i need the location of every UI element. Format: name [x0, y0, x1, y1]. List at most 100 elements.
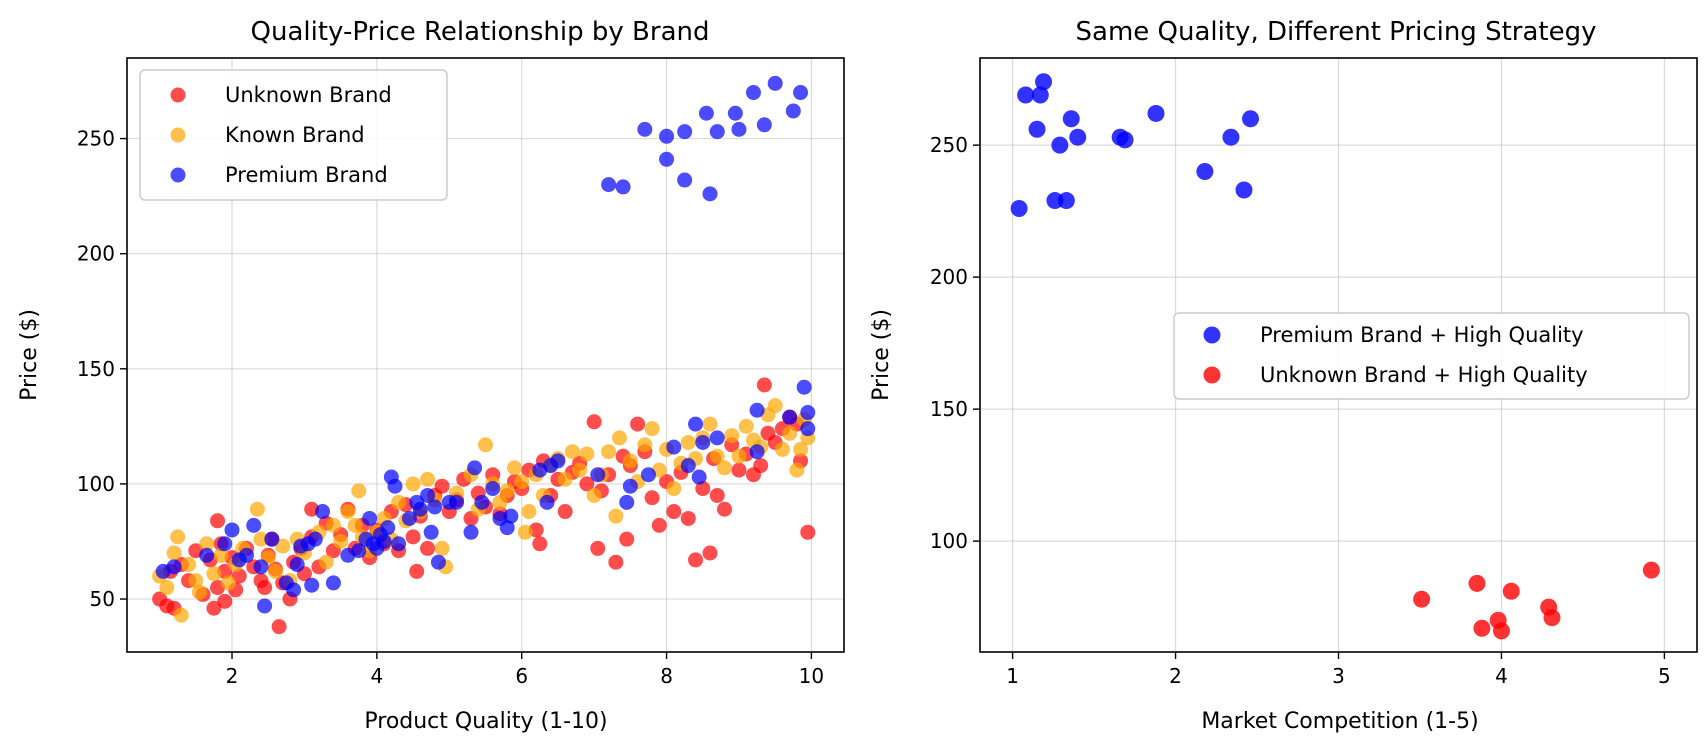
data-point [579, 446, 595, 462]
data-point [659, 151, 675, 167]
data-point [677, 124, 693, 140]
legend-label-unknown-high-quality: Unknown Brand + High Quality [1260, 363, 1588, 387]
data-point [1222, 128, 1240, 146]
y-tick-label: 100 [77, 472, 115, 496]
data-point [315, 504, 331, 520]
data-point [1543, 609, 1561, 627]
y-axis-ticks: 100 150 200 250 [930, 133, 980, 553]
data-point [677, 172, 693, 188]
data-point [474, 494, 490, 510]
y-tick-label: 200 [930, 265, 968, 289]
x-tick-label: 6 [515, 664, 528, 688]
data-point [517, 524, 533, 540]
data-point [1492, 622, 1510, 640]
data-point [188, 573, 204, 589]
data-point [166, 559, 182, 575]
pricing-strategy-chart: Same Quality, Different Pricing Strategy… [869, 17, 1698, 734]
data-point [622, 453, 638, 469]
data-point [485, 481, 501, 497]
data-point [789, 462, 805, 478]
data-point [1062, 110, 1080, 128]
series-premium-brand [155, 75, 816, 614]
data-point [782, 409, 798, 425]
data-point [756, 117, 772, 133]
legend-marker-known-brand [170, 127, 186, 143]
data-point [224, 522, 240, 538]
y-axis-label: Price ($) [869, 309, 894, 401]
data-point [521, 504, 537, 520]
data-point [691, 469, 707, 485]
data-point [412, 501, 428, 517]
data-point [239, 547, 254, 563]
data-point [680, 458, 696, 474]
data-point [492, 494, 508, 510]
data-point [206, 600, 222, 616]
data-point [793, 85, 809, 101]
data-point [680, 510, 696, 526]
data-point [264, 531, 280, 547]
data-point [724, 428, 740, 444]
data-point [688, 552, 704, 568]
data-point [333, 533, 349, 549]
data-point [1502, 582, 1520, 600]
data-point [695, 481, 711, 497]
data-point [532, 536, 548, 552]
data-point [1235, 181, 1253, 199]
plot-frame [126, 57, 845, 653]
data-point [199, 536, 215, 552]
data-point [717, 460, 732, 476]
data-point [731, 448, 747, 464]
data-point [478, 437, 493, 453]
data-point [738, 418, 754, 434]
data-point [267, 563, 283, 579]
data-point [289, 557, 305, 573]
data-point [709, 430, 725, 446]
data-point [434, 478, 450, 494]
data-point [756, 377, 772, 393]
data-point [206, 566, 222, 582]
data-point [800, 405, 816, 421]
data-point [420, 540, 436, 556]
data-point [1051, 136, 1069, 154]
legend-box [139, 69, 448, 201]
data-point [608, 508, 624, 524]
x-axis-ticks: 2 4 6 8 10 [226, 652, 824, 688]
series-group [1010, 73, 1660, 640]
data-point [376, 533, 392, 549]
x-tick-label: 3 [1332, 664, 1345, 688]
data-point [380, 520, 396, 536]
data-point [800, 421, 816, 437]
data-point [173, 607, 189, 623]
data-point [586, 487, 602, 503]
data-point [619, 531, 635, 547]
series-unknown-brand-high-quality [1413, 561, 1660, 640]
data-point [271, 619, 287, 635]
x-axis-label: Product Quality (1-10) [364, 709, 607, 734]
data-point [717, 501, 732, 517]
data-point [499, 483, 515, 499]
data-point [622, 478, 638, 494]
data-point [727, 105, 743, 121]
data-point [1147, 104, 1165, 122]
data-point [615, 179, 631, 195]
data-point [601, 444, 617, 460]
data-point [651, 517, 667, 533]
data-point [401, 510, 417, 526]
data-point [640, 467, 656, 483]
legend-label-premium-high-quality: Premium Brand + High Quality [1260, 323, 1584, 347]
data-point [572, 462, 588, 478]
y-tick-label: 100 [930, 529, 968, 553]
data-point [159, 580, 175, 596]
data-point [800, 524, 816, 540]
legend-box [1173, 312, 1690, 400]
legend-label-premium-brand: Premium Brand [225, 163, 388, 187]
x-tick-label: 2 [226, 664, 239, 688]
data-point [767, 75, 783, 91]
data-point [709, 448, 725, 464]
data-point [782, 425, 798, 441]
y-tick-label: 250 [930, 133, 968, 157]
data-point [731, 462, 747, 478]
x-tick-label: 2 [1169, 664, 1182, 688]
data-point [1473, 619, 1491, 637]
data-point [796, 379, 812, 395]
